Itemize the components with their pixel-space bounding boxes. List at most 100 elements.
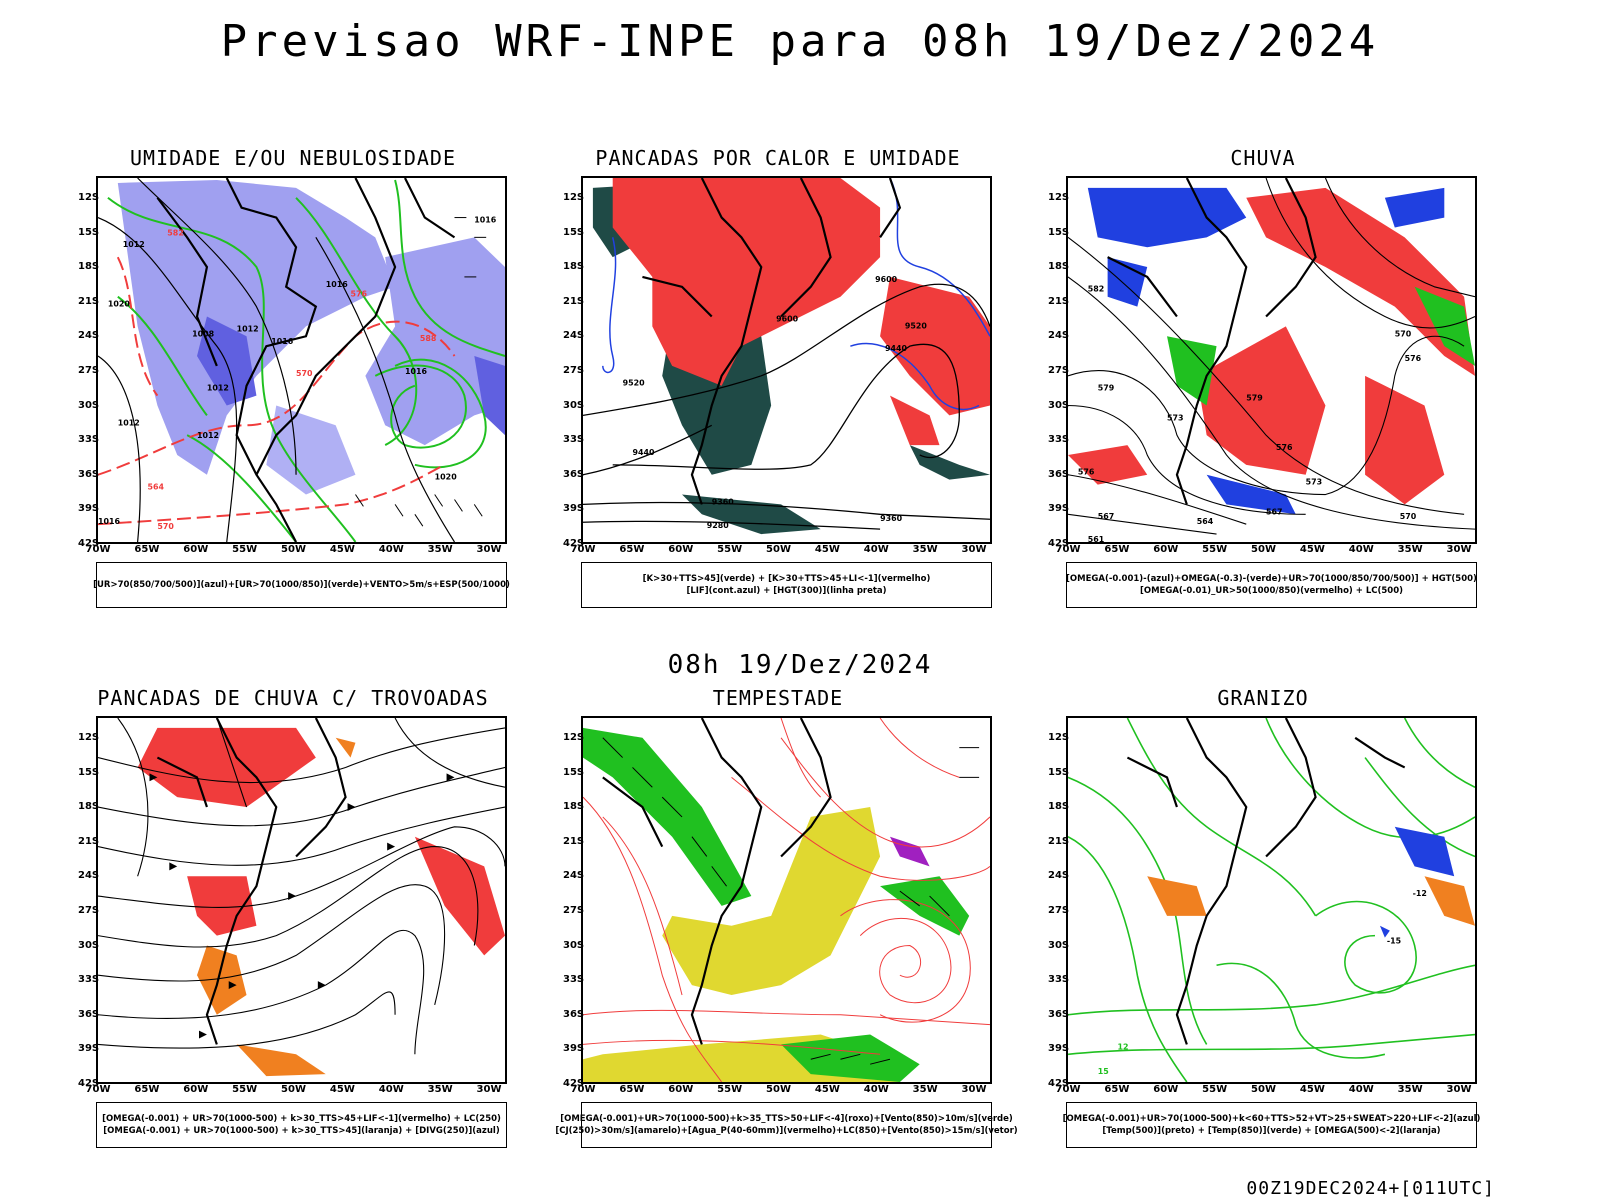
latitude-label: 15S — [78, 766, 100, 778]
red-rain-area — [1365, 375, 1445, 505]
temp-label: -15 — [1387, 937, 1401, 946]
purple-severe-area — [889, 836, 930, 867]
legend-line: [UR>70(850/700/500)](azul)+[UR>70(1000/8… — [93, 580, 510, 590]
latitude-label: 33S — [1048, 434, 1070, 446]
latitude-label: 18S — [563, 801, 585, 813]
longitude-label: 45W — [814, 1084, 840, 1095]
longitude-label: 50W — [766, 544, 791, 555]
panel-chuva: CHUVA — [1048, 146, 1478, 608]
red-storm-area — [137, 727, 316, 808]
thickness-label: 588 — [420, 334, 437, 343]
latitude-label: 27S — [563, 365, 585, 376]
longitude-label: 65W — [1104, 1084, 1130, 1095]
latitude-label: 24S — [78, 870, 100, 882]
orange-hail-area — [1147, 876, 1207, 916]
longitude-label: 40W — [378, 544, 404, 555]
temp-label: -12 — [1413, 889, 1427, 898]
hgt-label: 573 — [1167, 413, 1184, 422]
thickness-label: 570 — [157, 522, 174, 531]
blue-rain-area — [1206, 474, 1296, 515]
latitude-label: 36S — [1048, 1008, 1070, 1020]
green-instability-area — [909, 445, 990, 480]
page-title: Previsao WRF-INPE para 08h 19/Dez/2024 — [220, 16, 1380, 67]
latitude-label: 27S — [563, 905, 585, 916]
longitude-label: 45W — [1299, 1084, 1325, 1095]
latitude-label: 12S — [563, 192, 585, 203]
orange-storm-area — [197, 945, 247, 1015]
isobar-label: 1016 — [271, 337, 294, 346]
latitude-label: 30S — [563, 939, 585, 951]
longitude-label: 70W — [1055, 544, 1081, 555]
panel-pancadas-calor: PANCADAS POR CALOR E UMIDADE — [563, 146, 993, 608]
longitude-label: 35W — [427, 1084, 453, 1095]
hgt-label: 579 — [1246, 394, 1263, 403]
isobar-label: 1020 — [108, 300, 131, 309]
isobar-label: 1008 — [192, 329, 215, 338]
red-storm-area — [187, 876, 257, 936]
legend-line: [K>30+TTS>45](verde) + [K>30+TTS>45+LI<-… — [642, 574, 931, 584]
longitude-label: 50W — [1251, 1084, 1276, 1095]
longitude-label: 30W — [961, 1084, 987, 1095]
latitude-label: 18S — [78, 801, 100, 813]
isobar-label: 1012 — [207, 384, 229, 393]
thickness-label: 564 — [148, 483, 165, 492]
longitude-label: 50W — [766, 1084, 791, 1095]
longitude-label: 45W — [1299, 544, 1325, 555]
hgt-label: 582 — [1088, 285, 1105, 294]
hgt-label: 570 — [1400, 512, 1417, 521]
temp-label: 12 — [1118, 1042, 1129, 1051]
latitude-label: 12S — [563, 732, 585, 743]
longitude-label: 70W — [570, 544, 596, 555]
longitude-label: 60W — [1153, 1084, 1179, 1095]
longitude-label: 55W — [232, 544, 258, 555]
latitude-label: 42S — [78, 538, 100, 549]
longitude-label: 35W — [1397, 1084, 1423, 1095]
legend-line: [OMEGA(-0.001)+UR>70(1000-500)+k<60+TTS>… — [1062, 1114, 1481, 1124]
map-tempestade — [581, 716, 992, 1084]
latitude-label: 18S — [1048, 261, 1070, 273]
latitude-label: 24S — [563, 330, 585, 342]
isobar-label: 1016 — [98, 517, 121, 526]
lavender-humidity-area — [365, 237, 505, 446]
blue-humidity-core — [474, 356, 505, 436]
latitude-label: 36S — [563, 1008, 585, 1020]
latitude-label: 33S — [1048, 974, 1070, 986]
legend-line: [CJ(250)>30m/s](amarelo)+[Agua_P(40-60mm… — [555, 1126, 1018, 1136]
latitude-label: 30S — [563, 399, 585, 411]
longitude-label: 30W — [1446, 1084, 1472, 1095]
latitude-label: 24S — [1048, 330, 1070, 342]
hgt-label: 573 — [1306, 478, 1323, 487]
legend-line: [LIF](cont.azul) + [HGT(300)](linha pret… — [686, 586, 887, 596]
longitude-label: 60W — [183, 1084, 209, 1095]
panel-legend: [UR>70(850/700/500)](azul)+[UR>70(1000/8… — [93, 562, 510, 608]
yellow-jet-area — [662, 807, 881, 995]
longitude-label: 30W — [1446, 544, 1472, 555]
panel-legend: [OMEGA(-0.001)+UR>70(1000-500)+k<60+TTS>… — [1063, 1102, 1480, 1148]
red-instability-area — [889, 395, 940, 446]
map-pancadas-calor: 9600 9520 9440 9360 9280 9520 9600 9440 … — [581, 176, 992, 544]
orange-hail-area — [1424, 876, 1475, 926]
hgt-label: 9600 — [875, 275, 898, 284]
latitude-label: 42S — [1048, 1078, 1070, 1089]
latitude-label: 39S — [78, 1043, 100, 1055]
isobar-label: 1016 — [474, 216, 497, 225]
latitude-label: 42S — [563, 538, 585, 549]
map-chuva: 582 579 576 573 570 567 564 561 579 576 … — [1066, 176, 1477, 544]
panel-legend: [OMEGA(-0.001) + UR>70(1000-500) + k>30_… — [96, 1102, 507, 1148]
latitude-label: 18S — [563, 261, 585, 273]
longitude-label: 65W — [1104, 544, 1130, 555]
hgt-label: 9280 — [707, 521, 730, 530]
legend-line: [OMEGA(-0.001) + UR>70(1000-500) + k>30_… — [102, 1114, 501, 1124]
hgt-label: 576 — [1078, 468, 1095, 477]
longitude-label: 55W — [1202, 1084, 1228, 1095]
hgt-label: 567 — [1098, 512, 1115, 521]
latitude-label: 12S — [1048, 732, 1070, 743]
longitude-label: 40W — [378, 1084, 404, 1095]
panel-title: PANCADAS POR CALOR E UMIDADE — [595, 146, 961, 170]
hgt-label: 9600 — [776, 314, 799, 323]
latitude-label: 21S — [563, 295, 585, 307]
map-umidade: 1016 1012 1020 1016 1012 1008 1012 1016 … — [96, 176, 507, 544]
hgt-label: 576 — [1405, 354, 1422, 363]
green-instability-area — [682, 494, 821, 535]
panel-granizo: GRANIZO — [1048, 686, 1480, 1148]
